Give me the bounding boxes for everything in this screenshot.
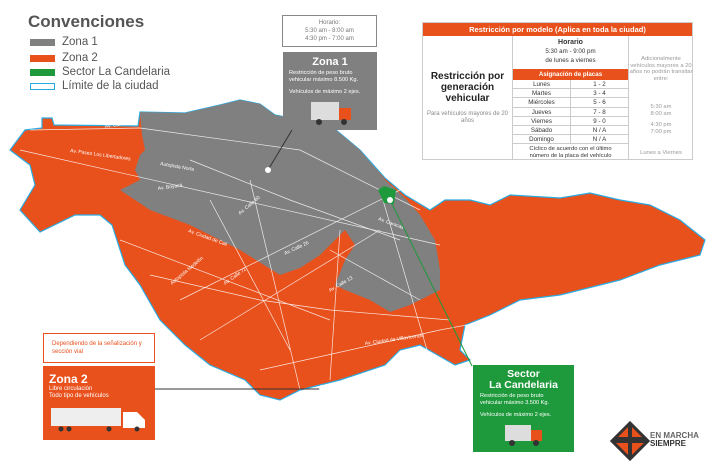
street-label: Av. Boyacá [157, 183, 183, 192]
additional-time: 5:30 am [650, 104, 672, 110]
zona2-note: Dependiendo de la señalización y sección… [43, 333, 155, 363]
slogan-line: SIEMPRE [650, 439, 687, 448]
legend-label: Zona 2 [62, 52, 98, 64]
legend-label: Zona 1 [62, 36, 98, 48]
additional-time: 7:00 pm [650, 128, 672, 135]
table-row: Lunes 1 - 2 [513, 80, 628, 90]
schedule-time: 5:30 am - 9:00 pm [545, 48, 596, 55]
zona1-weight-text: Restricción de peso bruto vehicular máxi… [289, 70, 359, 83]
generation-subtitle: Para vehículos mayores de 20 años [426, 111, 509, 124]
legend-item-candelaria: Sector La Candelaria [30, 66, 170, 78]
candelaria-marker [387, 197, 393, 203]
zona2-text: Libre circulación [49, 386, 93, 392]
table-row: Sábado N / A [513, 125, 628, 136]
candelaria-weight-text: Restricción de peso bruto vehicular máxi… [480, 393, 550, 406]
horario-line: 5:30 am - 8:00 am [305, 28, 354, 34]
legend-item-limite: Límite de la ciudad [30, 80, 159, 92]
legend-label: Sector La Candelaria [62, 66, 171, 78]
additional-time: 4:30 pm [650, 122, 672, 128]
schedule-column: Horario 5:30 am - 9:00 pm de lunes a vie… [512, 36, 629, 160]
generation-title: Restricción por generación vehicular [430, 71, 505, 104]
table-row: Miércoles 5 - 6 [513, 98, 628, 108]
street-label: Av. Carrera 7 [104, 120, 134, 130]
zona1-axles-text: Vehículos de máximo 2 ejes. [289, 89, 361, 95]
table-title: Restricción por modelo (Aplica en toda l… [423, 23, 692, 36]
legend-label: Límite de la ciudad [62, 80, 159, 92]
zona-1-area [120, 100, 440, 312]
green-swatch [30, 68, 55, 76]
table-row: Jueves 7 - 8 [513, 107, 628, 117]
zona1-title: Zona 1 [312, 56, 348, 68]
street-label: Autopista Norte [160, 161, 195, 173]
logo-icon [609, 420, 651, 462]
zona1-info-box: Zona 1 Restricción de peso bruto vehicul… [283, 52, 377, 130]
zona2-title: Zona 2 [49, 372, 88, 386]
candelaria-title: La Candelaria [489, 379, 558, 391]
zona1-callout-line [267, 129, 293, 171]
additional-text: Adicionalmente vehículos mayores a 20 añ… [629, 56, 693, 82]
plates-header: Asignación de placas [513, 69, 628, 80]
horario-title: Horario: [318, 20, 341, 26]
table-row: Martes 3 - 4 [513, 89, 628, 99]
candelaria-info-box: Sector La Candelaria Restricción de peso… [473, 365, 574, 452]
zona1-marker [265, 167, 271, 173]
candelaria-title: Sector [507, 368, 540, 380]
additional-days: Lunes a Viernes [640, 150, 682, 156]
truck-icon [311, 102, 351, 125]
legend-item-zona-2: Zona 2 [30, 52, 98, 64]
slogan-line: EN MARCHA [650, 431, 699, 440]
candelaria-axles-text: Vehículos de máximo 2 ejes. [480, 412, 552, 418]
table-row: Viernes 9 - 0 [513, 116, 628, 126]
zona2-text: Todo tipo de vehículos [49, 393, 109, 399]
additional-time: 8:00 am [650, 110, 672, 117]
orange-swatch [30, 54, 55, 62]
additional-restriction: Adicionalmente vehículos mayores a 20 añ… [629, 36, 693, 160]
candelaria-callout-line [389, 199, 473, 367]
table-footer: Cíclico de acuerdo con el último número … [529, 146, 612, 159]
restriction-table: Restricción por modelo (Aplica en toda l… [422, 22, 693, 160]
truck-icon [504, 425, 542, 446]
street-network [19, 127, 601, 391]
semi-truck-icon [51, 408, 145, 432]
legend-title: Convenciones [28, 12, 145, 31]
generation-restriction: Restricción por generación vehicular Par… [423, 36, 512, 160]
gray-swatch [30, 38, 55, 46]
schedule-days: de lunes a viernes [545, 57, 596, 64]
schedule-title: Horario [558, 39, 583, 46]
blue-outline-swatch [30, 82, 55, 90]
zona2-info-box: Zona 2 Libre circulación Todo tipo de ve… [43, 366, 155, 440]
zona2-marker [319, 385, 325, 391]
zona1-horario-box: Horario: 5:30 am - 8:00 am 4:30 pm - 7:0… [282, 15, 377, 47]
brand-slogan: EN MARCHA SIEMPRE [650, 432, 699, 448]
legend-item-zona-1: Zona 1 [30, 36, 98, 48]
table-row: Domingo N / A [513, 135, 628, 145]
horario-line: 4:30 pm - 7:00 am [305, 36, 354, 42]
